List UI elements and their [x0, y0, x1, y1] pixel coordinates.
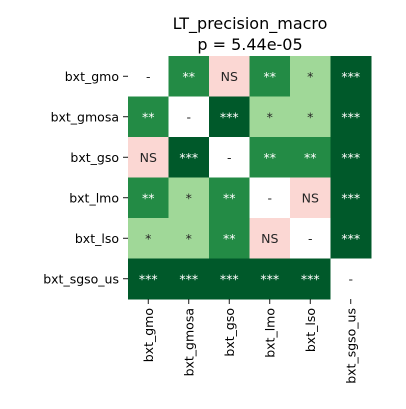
- heatmap-cell: [330, 96, 372, 138]
- heatmap-cell-label: *: [186, 231, 192, 246]
- heatmap-cell-label: -: [146, 69, 151, 84]
- heatmap-cell: [330, 258, 372, 300]
- heatmap-cell-label: ***: [341, 109, 360, 124]
- heatmap-cell: [128, 258, 169, 300]
- heatmap-cell-label: ***: [179, 150, 198, 165]
- heatmap-cell: [249, 258, 291, 300]
- heatmap-cell: [249, 218, 291, 259]
- heatmap-cell: [209, 56, 250, 97]
- heatmap-cell-label: NS: [221, 69, 238, 84]
- heatmap-cell: [290, 177, 331, 219]
- heatmap-cell-label: ***: [341, 150, 360, 165]
- heatmap-cell: [168, 56, 210, 97]
- row-tick-label: bxt_lmo: [69, 190, 119, 205]
- heatmap-cell-label: -: [348, 271, 353, 286]
- heatmap-cell-label: **: [223, 190, 236, 205]
- chart-title-line-2: p = 5.44e-05: [197, 35, 302, 54]
- heatmap-cell-label: NS: [140, 150, 157, 165]
- heatmap-cell: [209, 258, 250, 300]
- heatmap-cell: [168, 137, 210, 178]
- heatmap-cell: [290, 218, 331, 259]
- heatmap-cell-label: **: [264, 69, 277, 84]
- heatmap-cell-label: NS: [302, 190, 319, 205]
- heatmap-cell-label: ***: [341, 231, 360, 246]
- heatmap-cell: [128, 96, 169, 138]
- heatmap-cell-label: ***: [220, 271, 239, 286]
- heatmap-cell: [290, 258, 331, 300]
- row-tick-label: bxt_sgso_us: [43, 271, 119, 286]
- row-tick-label: bxt_lso: [75, 231, 119, 246]
- heatmap-cell: [290, 56, 331, 97]
- column-tick-label: bxt_gmosa: [181, 308, 196, 376]
- heatmap-cell: [128, 137, 169, 178]
- heatmap-cell: [249, 96, 291, 138]
- heatmap-cell-label: -: [267, 190, 272, 205]
- heatmap-cell: [209, 96, 250, 138]
- column-tick-label: bxt_lmo: [262, 308, 277, 358]
- heatmap-cell: [209, 137, 250, 178]
- heatmap-cell: [128, 218, 169, 259]
- heatmap-cell-label: **: [142, 109, 155, 124]
- heatmap-cell-label: ***: [341, 190, 360, 205]
- heatmap-cell: [330, 177, 372, 219]
- heatmap-cell: [168, 218, 210, 259]
- heatmap-cell: [290, 137, 331, 178]
- heatmap-cell: [128, 177, 169, 219]
- row-tick-label: bxt_gmosa: [51, 109, 119, 124]
- heatmap-cell-label: ***: [179, 271, 198, 286]
- row-tick-label: bxt_gmo: [65, 69, 119, 84]
- heatmap-cell-label: ***: [341, 69, 360, 84]
- heatmap-cell: [249, 137, 291, 178]
- heatmap-cell-label: **: [183, 69, 196, 84]
- heatmap-cell: [330, 56, 372, 97]
- heatmap-cell: [128, 56, 169, 97]
- column-tick-label: bxt_sgso_us: [343, 308, 358, 384]
- heatmap-cell-label: ***: [220, 109, 239, 124]
- chart-title-line-1: LT_precision_macro: [173, 14, 328, 34]
- heatmap-cell: [249, 177, 291, 219]
- heatmap-cell: [168, 177, 210, 219]
- heatmap-cell-label: *: [307, 109, 313, 124]
- heatmap-cell: [209, 218, 250, 259]
- heatmap-cell-label: ***: [260, 271, 279, 286]
- heatmap-cell: [330, 137, 372, 178]
- column-tick-label: bxt_gmo: [141, 308, 156, 362]
- heatmap-cell: [168, 96, 210, 138]
- heatmap-cell-label: *: [267, 109, 273, 124]
- heatmap-cell-label: *: [145, 231, 151, 246]
- heatmap-cell-label: -: [186, 109, 191, 124]
- heatmap-cell-label: **: [142, 190, 155, 205]
- heatmap-cell-label: -: [308, 231, 313, 246]
- heatmap-cell-label: *: [186, 190, 192, 205]
- heatmap-cell-label: NS: [261, 231, 278, 246]
- heatmap-cell-label: ***: [139, 271, 158, 286]
- heatmap-cells: - ** NS ** * ***** - *** * * ***NS *** - ** ** ***** * **…: [128, 56, 372, 300]
- heatmap-cell-label: -: [227, 150, 232, 165]
- heatmap-cell-label: **: [223, 231, 236, 246]
- heatmap-cell-label: **: [264, 150, 277, 165]
- heatmap-cell: [290, 96, 331, 138]
- heatmap-cell-label: **: [304, 150, 317, 165]
- heatmap-cell-label: ***: [301, 271, 320, 286]
- heatmap-cell-label: *: [307, 69, 313, 84]
- heatmap-cell: [209, 177, 250, 219]
- column-tick-labels: bxt_gmo bxt_gmosa bxt_gso bxt_lmo bxt_lso bxt…: [141, 299, 358, 384]
- row-tick-labels: bxt_gmo bxt_gmosa bxt_gso bxt_lmo bxt_lsobxt…: [43, 69, 128, 286]
- column-tick-label: bxt_lso: [303, 308, 318, 352]
- heatmap-cell: [168, 258, 210, 300]
- heatmap-cell: [249, 56, 291, 97]
- column-tick-label: bxt_gso: [222, 308, 237, 357]
- heatmap-cell: [330, 218, 372, 259]
- row-tick-label: bxt_gso: [70, 150, 119, 165]
